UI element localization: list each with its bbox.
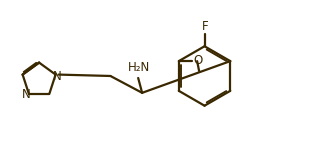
Text: N: N bbox=[52, 70, 61, 83]
Text: F: F bbox=[202, 20, 209, 33]
Text: H₂N: H₂N bbox=[128, 61, 150, 74]
Text: O: O bbox=[193, 54, 202, 67]
Text: N: N bbox=[22, 88, 31, 101]
